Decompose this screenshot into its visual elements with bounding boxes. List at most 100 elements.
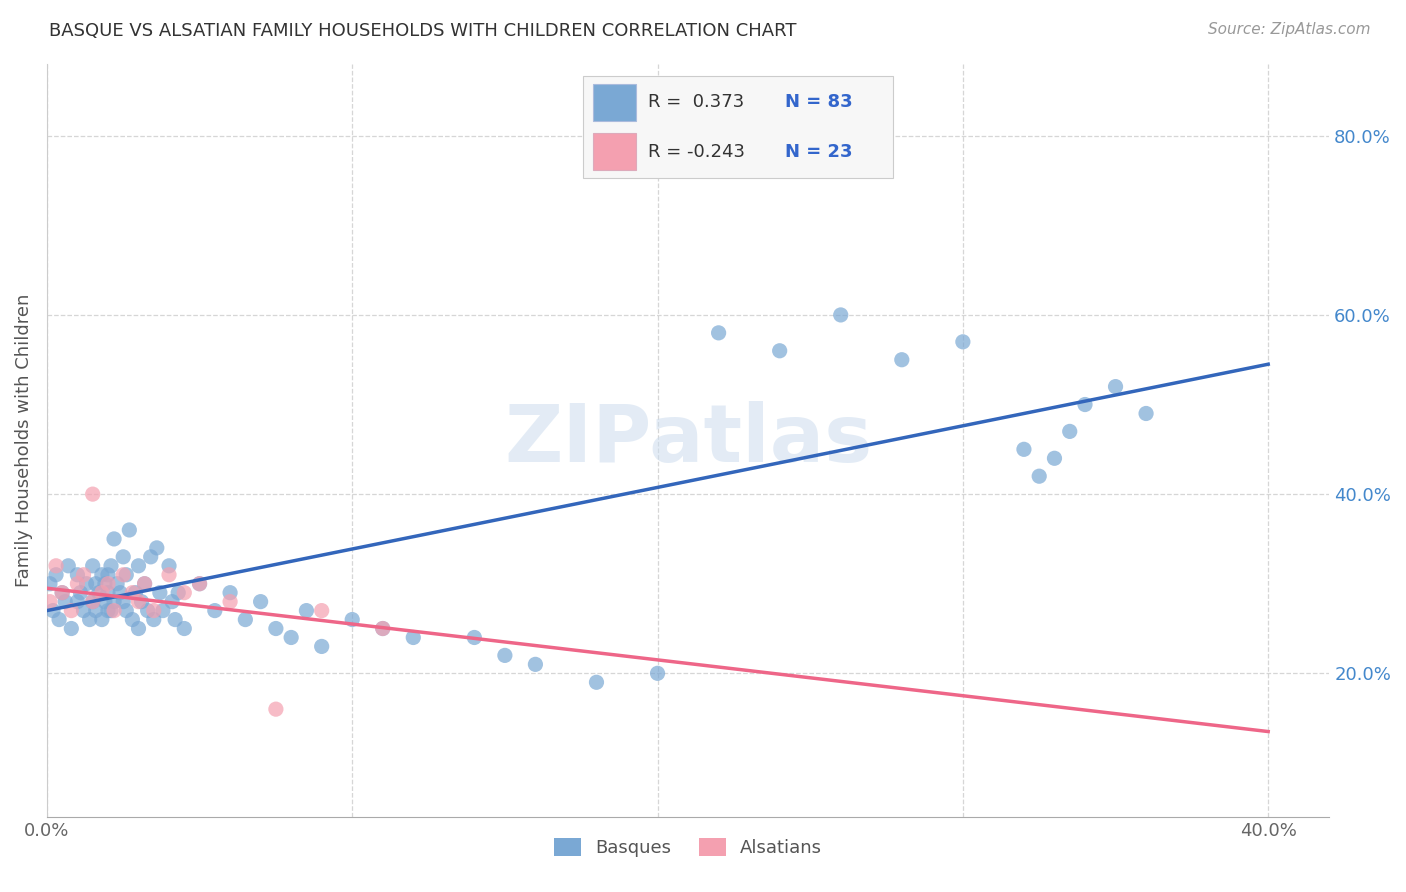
Point xyxy=(60,604,83,618)
Point xyxy=(45,567,67,582)
Point xyxy=(142,613,165,627)
FancyBboxPatch shape xyxy=(593,133,636,170)
Point xyxy=(124,585,146,599)
Point xyxy=(342,613,364,627)
Point xyxy=(51,585,73,599)
Text: N = 23: N = 23 xyxy=(785,143,852,161)
Point xyxy=(103,594,125,608)
Point xyxy=(707,326,730,340)
Point xyxy=(84,604,107,618)
Point xyxy=(42,604,65,618)
Point xyxy=(311,640,333,654)
Point xyxy=(131,594,153,608)
Point xyxy=(769,343,792,358)
Point xyxy=(100,558,122,573)
Point xyxy=(118,523,141,537)
Y-axis label: Family Households with Children: Family Households with Children xyxy=(15,293,32,587)
Point xyxy=(585,675,607,690)
Point xyxy=(112,549,135,564)
Point xyxy=(58,558,80,573)
Text: ZIPatlas: ZIPatlas xyxy=(503,401,872,479)
Point xyxy=(82,594,104,608)
Point xyxy=(108,585,131,599)
Legend: Basques, Alsatians: Basques, Alsatians xyxy=(547,830,830,864)
Point xyxy=(105,576,128,591)
Point xyxy=(173,622,195,636)
Point xyxy=(45,558,67,573)
Point xyxy=(60,622,83,636)
Point xyxy=(1059,425,1081,439)
Point xyxy=(84,576,107,591)
Point xyxy=(97,567,120,582)
Point xyxy=(264,622,287,636)
Point xyxy=(39,576,62,591)
Point xyxy=(103,532,125,546)
Point xyxy=(952,334,974,349)
Point xyxy=(524,657,547,672)
Point xyxy=(66,576,89,591)
Point xyxy=(280,631,302,645)
Point xyxy=(204,604,226,618)
Point xyxy=(66,567,89,582)
Text: N = 83: N = 83 xyxy=(785,94,852,112)
Point xyxy=(97,585,120,599)
Point xyxy=(830,308,852,322)
Point xyxy=(127,558,149,573)
Point xyxy=(219,585,242,599)
Point xyxy=(48,613,70,627)
Point xyxy=(152,604,174,618)
Point xyxy=(142,604,165,618)
Point xyxy=(235,613,257,627)
Point xyxy=(890,352,912,367)
Point xyxy=(94,576,117,591)
Point xyxy=(295,604,318,618)
Point xyxy=(1135,407,1157,421)
Point xyxy=(1104,379,1126,393)
Point xyxy=(97,604,120,618)
Point xyxy=(53,594,76,608)
Point xyxy=(115,604,138,618)
Point xyxy=(165,613,187,627)
Point xyxy=(167,585,190,599)
Point xyxy=(188,576,211,591)
Point xyxy=(149,585,172,599)
Point xyxy=(90,585,112,599)
Text: R =  0.373: R = 0.373 xyxy=(648,94,745,112)
Point xyxy=(157,558,180,573)
Point xyxy=(134,576,156,591)
Point xyxy=(311,604,333,618)
Point xyxy=(160,594,183,608)
Point xyxy=(157,567,180,582)
Point xyxy=(494,648,516,663)
Point xyxy=(264,702,287,716)
Point xyxy=(39,594,62,608)
Point xyxy=(72,567,94,582)
Point xyxy=(127,622,149,636)
Text: BASQUE VS ALSATIAN FAMILY HOUSEHOLDS WITH CHILDREN CORRELATION CHART: BASQUE VS ALSATIAN FAMILY HOUSEHOLDS WIT… xyxy=(49,22,797,40)
Point xyxy=(136,604,159,618)
Point xyxy=(112,594,135,608)
Point xyxy=(82,594,104,608)
Point xyxy=(90,567,112,582)
Point xyxy=(79,613,101,627)
Point xyxy=(94,594,117,608)
Point xyxy=(76,576,98,591)
Text: R = -0.243: R = -0.243 xyxy=(648,143,745,161)
FancyBboxPatch shape xyxy=(593,84,636,121)
Point xyxy=(188,576,211,591)
Point xyxy=(249,594,271,608)
FancyBboxPatch shape xyxy=(583,76,893,178)
Point xyxy=(115,567,138,582)
Point xyxy=(121,585,143,599)
Point xyxy=(82,487,104,501)
Point xyxy=(371,622,394,636)
Point xyxy=(146,541,169,555)
Point xyxy=(90,613,112,627)
Point xyxy=(87,585,110,599)
Point xyxy=(1028,469,1050,483)
Point xyxy=(402,631,425,645)
Point xyxy=(127,594,149,608)
Text: Source: ZipAtlas.com: Source: ZipAtlas.com xyxy=(1208,22,1371,37)
Point xyxy=(97,576,120,591)
Point xyxy=(371,622,394,636)
